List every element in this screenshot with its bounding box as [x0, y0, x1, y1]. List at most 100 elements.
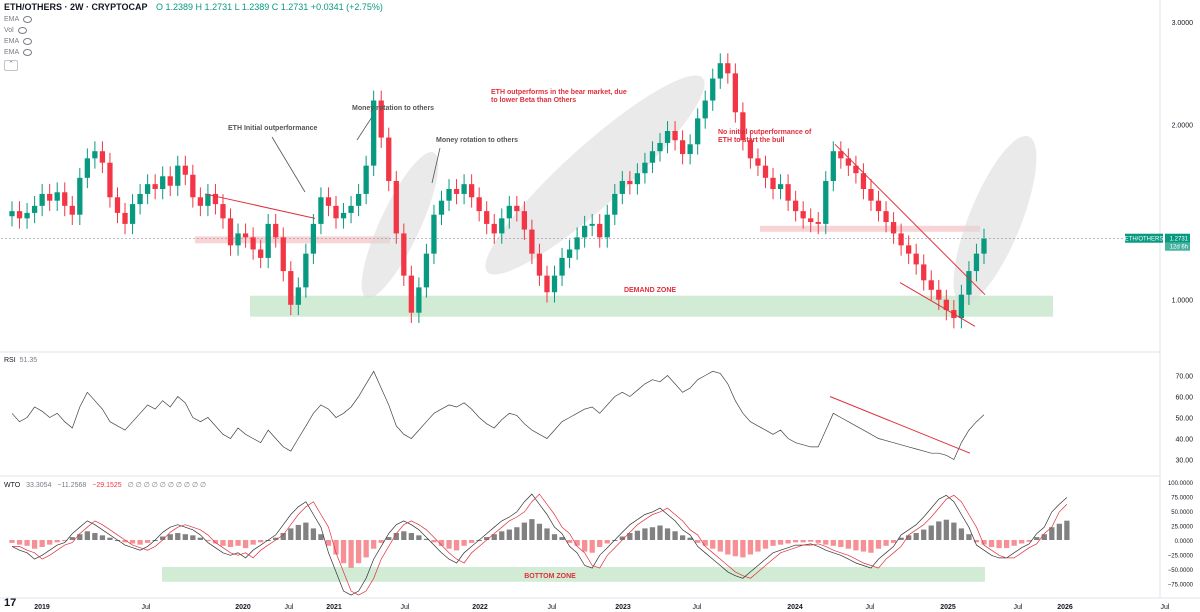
candle-body [137, 193, 143, 205]
candle-body [491, 223, 497, 234]
candle-body [423, 253, 430, 288]
zones-layer [1, 75, 1160, 317]
indicator-row[interactable]: Vol [4, 25, 32, 36]
wto-bar [242, 540, 249, 549]
wto-bar [913, 533, 919, 540]
candle-body [762, 165, 769, 178]
wto-bar [747, 540, 754, 555]
candle-body [318, 197, 324, 224]
candle-body [122, 212, 128, 224]
collapse-chevron-icon[interactable]: ⌃ [4, 60, 18, 71]
wto-y-tick: 25.0000 [1171, 525, 1193, 531]
wto-bar [1064, 520, 1070, 540]
x-axis-tick: Jul [693, 604, 702, 611]
wto-bar [348, 540, 354, 568]
candle-body [514, 205, 520, 212]
indicator-row[interactable]: EMA [4, 36, 33, 47]
wto-bar [559, 537, 565, 540]
wto-bar [845, 540, 852, 549]
wto-bar [416, 535, 422, 540]
candle-body [175, 165, 181, 186]
wto-bar [318, 534, 324, 540]
wto-bar [250, 540, 256, 545]
candle-body [898, 233, 904, 246]
wto-bar [823, 540, 829, 545]
candle-body [973, 253, 980, 272]
candle-body [664, 130, 671, 143]
wto-bar [1049, 527, 1055, 540]
ohlc-readout: O 1.2389 H 1.2731 L 1.2389 C 1.2731 +0.0… [156, 2, 383, 12]
eye-icon[interactable] [23, 16, 33, 23]
eye-icon[interactable] [23, 38, 33, 45]
wto-bar [958, 528, 965, 540]
wto-bar [1041, 534, 1047, 540]
candle-body [446, 188, 452, 201]
wto-line-2 [12, 493, 1068, 596]
wto-bar [725, 540, 731, 555]
x-axis-tick: 2024 [787, 604, 803, 611]
wto-bar [544, 528, 550, 540]
candle-body [84, 158, 90, 178]
candle-body [710, 78, 716, 101]
x-axis-tick: Jul [866, 604, 875, 611]
candle-body [747, 140, 754, 159]
x-axis-tick: Jul [1014, 604, 1023, 611]
eye-icon[interactable] [17, 27, 27, 34]
symbol-title: ETH/OTHERS · 2W · CRYPTOCAP [4, 2, 148, 12]
wto-bar [838, 540, 844, 547]
candle-body [536, 253, 543, 276]
last-price-value: 1.2731 [1170, 237, 1189, 243]
wto-bar [1019, 540, 1025, 544]
candle-body [725, 63, 731, 74]
candle-body [777, 184, 784, 189]
x-axis-tick: 2025 [940, 604, 956, 611]
wto-bar [695, 540, 701, 543]
wto-histogram: BOTTOM ZONE [9, 493, 1070, 596]
candle-body [242, 233, 249, 238]
wto-bar [31, 540, 38, 549]
wto-bar [393, 533, 399, 540]
wto-bar [446, 540, 452, 549]
wto-y-tick: −50.0000 [1168, 568, 1194, 574]
candle-body [830, 151, 836, 181]
resistance-zone [195, 236, 390, 244]
wto-bar [1026, 540, 1032, 542]
candle-body [325, 197, 332, 206]
wto-bar [898, 537, 904, 540]
candle-body [499, 218, 505, 234]
candle-body [310, 223, 317, 254]
candle-body [657, 142, 663, 152]
rsi-series-line [11, 370, 985, 460]
candle-body [559, 257, 565, 276]
candle-body [627, 180, 633, 185]
x-axis-tick: Jul [1161, 604, 1170, 611]
wto-bar [906, 535, 912, 540]
price-y-tick: 3.0000 [1172, 20, 1194, 27]
candle-body [453, 188, 460, 194]
candle-body [958, 294, 965, 319]
wto-bar [875, 540, 882, 549]
candle-body [77, 177, 83, 215]
candle-body [853, 165, 859, 174]
wto-bar [114, 540, 121, 541]
candle-body [363, 165, 369, 194]
candle-body [265, 223, 271, 258]
indicator-row[interactable]: EMA [4, 47, 33, 58]
candle-body [273, 223, 279, 238]
candle-body [574, 237, 580, 250]
candle-body [875, 200, 882, 212]
annotation-money-rotation: Money rotation to others [436, 137, 518, 144]
eye-icon[interactable] [23, 49, 33, 56]
wto-bar [521, 522, 528, 540]
wto-bar [378, 540, 384, 543]
wto-bar [830, 540, 836, 546]
wto-bar [16, 540, 23, 545]
wto-bar [672, 531, 678, 540]
price-y-tick: 1.0000 [1172, 298, 1194, 305]
wto-bar [1056, 523, 1062, 540]
chart-header: ETH/OTHERS · 2W · CRYPTOCAP O 1.2389 H 1… [4, 2, 383, 12]
highlight-ellipse [485, 75, 705, 275]
candle-body [921, 264, 927, 281]
indicator-row[interactable]: EMA [4, 14, 33, 25]
